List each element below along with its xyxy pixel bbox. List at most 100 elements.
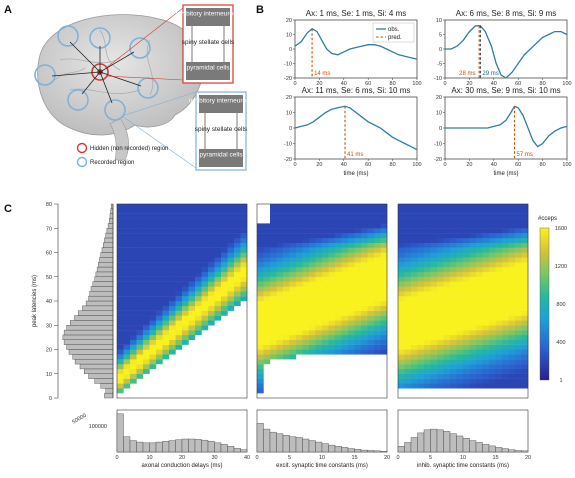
y-tick-label: -20: [284, 76, 292, 82]
heatmap-cell: [348, 247, 355, 253]
heatmap-cell: [411, 349, 418, 355]
heatmap-cell: [175, 257, 183, 263]
heatmap-cell: [309, 320, 316, 326]
heatmap-cell: [476, 373, 483, 379]
heatmap-cell: [489, 383, 496, 389]
heatmap-cell: [143, 368, 150, 374]
heatmap-cell: [270, 267, 277, 273]
heatmap-cell: [240, 228, 248, 234]
histogram-bar: [328, 444, 336, 453]
heatmap-cell: [489, 301, 496, 307]
heatmap-cell: [469, 364, 477, 370]
histogram-bar: [85, 300, 114, 307]
heatmap-cell: [354, 330, 362, 336]
heatmap-cell: [169, 301, 176, 307]
heatmap-cell: [270, 286, 277, 292]
y-tick-label: 30: [46, 323, 52, 329]
heatmap-cell: [302, 242, 310, 248]
heatmap-cell: [240, 291, 248, 297]
heatmap-cell: [175, 291, 183, 297]
heatmap-cell: [482, 262, 490, 268]
heatmap-cell: [508, 354, 516, 360]
histogram-bar: [79, 363, 114, 370]
heatmap-cell: [175, 252, 183, 258]
histogram-bar: [360, 449, 368, 453]
heatmap-cell: [437, 344, 444, 350]
heatmap-cell: [240, 262, 248, 268]
heatmap-cell: [328, 281, 336, 287]
heatmap-cell: [367, 218, 375, 224]
heatmap-cell: [188, 228, 196, 234]
heatmap-cell: [328, 223, 336, 229]
heatmap-cell: [123, 359, 131, 365]
heatmap-cell: [495, 281, 503, 287]
heatmap-cell: [482, 364, 490, 370]
heatmap-cell: [117, 208, 124, 214]
heatmap-cell: [521, 257, 529, 263]
heatmap-cell: [309, 286, 316, 292]
heatmap-cell: [195, 310, 202, 316]
heatmap-cell: [348, 218, 355, 224]
heatmap-cell: [502, 349, 509, 355]
heatmap-cell: [398, 364, 405, 370]
heatmap-cell: [361, 204, 368, 210]
heatmap-cell: [283, 257, 290, 263]
heatmap-cell: [117, 218, 124, 224]
heatmap-cell: [502, 291, 509, 297]
heatmap-cell: [234, 208, 241, 214]
heatmap-cell: [417, 305, 425, 311]
heatmap-cell: [348, 252, 355, 258]
heatmap-cell: [162, 354, 170, 360]
heatmap-cell: [411, 359, 418, 365]
heatmap-cell: [495, 364, 503, 370]
heatmap-cell: [398, 286, 405, 292]
heatmap-cell: [482, 281, 490, 287]
heatmap-cell: [263, 359, 271, 365]
heatmap-cell: [374, 218, 381, 224]
heatmap-cell: [341, 344, 349, 350]
heatmap-cell: [482, 291, 490, 297]
heatmap-cell: [335, 334, 342, 340]
heatmap-cell: [463, 228, 470, 234]
heatmap-cell: [348, 305, 355, 311]
heatmap-cell: [117, 354, 124, 360]
heatmap-cell: [302, 218, 310, 224]
heatmap-cell: [367, 296, 375, 302]
heatmap-cell: [149, 257, 157, 263]
heatmap-cell: [417, 383, 425, 389]
heatmap-cell: [398, 378, 405, 384]
heatmap-cell: [257, 291, 264, 297]
heatmap-cell: [404, 334, 412, 340]
heatmap-cell: [463, 257, 470, 263]
heatmap-cell: [240, 218, 248, 224]
heatmap-cell: [130, 364, 137, 370]
heatmap-cell: [169, 237, 176, 243]
heatmap-cell: [508, 368, 516, 374]
heatmap-cell: [463, 271, 470, 277]
heatmap-cell: [328, 305, 336, 311]
heatmap-cell: [450, 344, 457, 350]
heatmap-cell: [328, 267, 336, 273]
heatmap-cell: [240, 296, 248, 302]
heatmap-cell: [188, 242, 196, 248]
heatmap-cell: [437, 378, 444, 384]
heatmap-cell: [283, 349, 290, 355]
heatmap-cell: [443, 233, 451, 239]
heatmap-cell: [361, 233, 368, 239]
heatmap-cell: [169, 271, 176, 277]
heatmap-cell: [404, 378, 412, 384]
histogram-bar: [501, 448, 509, 453]
heatmap-cell: [424, 242, 431, 248]
heatmap-cell: [450, 296, 457, 302]
heatmap-cell: [417, 228, 425, 234]
x-tick-label: 20: [466, 162, 472, 168]
heatmap-cell: [309, 228, 316, 234]
heatmap-cell: [117, 364, 124, 370]
histogram-bar: [123, 436, 131, 453]
heatmap-cell: [404, 213, 412, 219]
heatmap-cell: [302, 334, 310, 340]
heatmap-cell: [322, 204, 329, 210]
heatmap-cell: [149, 364, 157, 370]
heatmap-cell: [322, 296, 329, 302]
